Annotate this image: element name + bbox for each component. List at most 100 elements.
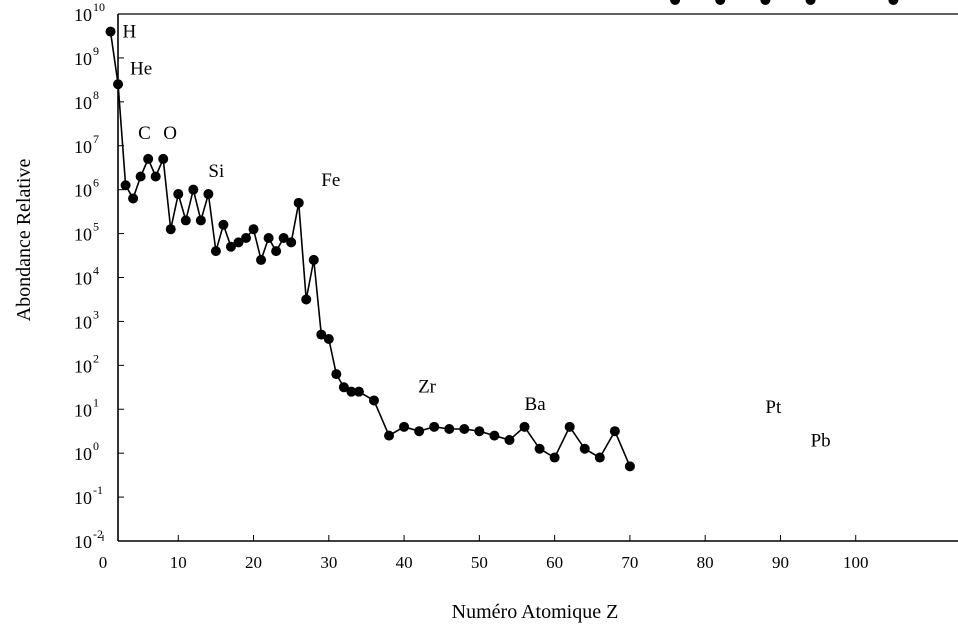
data-point (158, 153, 169, 164)
annotation-o: O (163, 123, 177, 144)
annotation-c: C (138, 123, 151, 144)
data-point (760, 0, 771, 5)
data-point (338, 382, 349, 393)
data-point (414, 426, 425, 437)
data-point (368, 395, 379, 406)
data-point (286, 237, 297, 248)
data-point (624, 461, 635, 472)
axes (117, 13, 958, 542)
x-tick-label: 50 (471, 553, 488, 572)
data-point (474, 426, 485, 437)
x-tick-label: 70 (621, 553, 638, 572)
data-point (323, 333, 334, 344)
data-point (429, 421, 440, 432)
annotation-pb: Pb (811, 430, 831, 451)
y-tick-label-base: 10 (74, 532, 92, 552)
annotation-zr: Zr (418, 376, 437, 397)
data-point (225, 241, 236, 252)
y-tick-label-base: 10 (74, 269, 92, 289)
data-point (504, 434, 515, 445)
data-point (316, 329, 327, 340)
data-point (278, 232, 289, 243)
y-tick-label-exponent: 9 (93, 44, 99, 58)
data-point (128, 193, 139, 204)
x-axis-label: Numéro Atomique Z (452, 601, 619, 623)
x-tick-label: 0 (99, 553, 108, 572)
y-tick-label-base: 10 (74, 312, 92, 332)
data-point (594, 452, 605, 463)
annotation-pt: Pt (765, 397, 782, 418)
y-axis-label: Abondance Relative (13, 159, 35, 322)
y-tick-label-exponent: 3 (93, 307, 99, 321)
x-axis-ticks: 0 10 20 30 40 50 60 70 80 90 100 (99, 535, 868, 572)
y-tick-label-base: 10 (74, 5, 92, 25)
annotation-ba: Ba (525, 394, 547, 415)
y-tick-label-base: 10 (74, 181, 92, 201)
data-point (564, 421, 575, 432)
data-point (180, 215, 191, 226)
y-tick-label-base: 10 (74, 400, 92, 420)
y-tick-label-exponent: -1 (93, 483, 103, 497)
data-point (135, 171, 146, 182)
y-tick-label-base: 10 (74, 93, 92, 113)
data-point (888, 0, 899, 5)
data-point (301, 294, 312, 305)
data-point (459, 424, 470, 435)
y-tick-label-exponent: 8 (93, 88, 99, 102)
data-point (150, 171, 161, 182)
y-tick-label-exponent: 1 (93, 395, 99, 409)
x-tick-label: 90 (772, 553, 789, 572)
data-point (519, 421, 530, 432)
annotation-fe: Fe (321, 170, 340, 191)
annotation-si: Si (208, 161, 224, 182)
annotation-h: H (123, 22, 137, 43)
data-point (143, 153, 154, 164)
data-point (609, 426, 620, 437)
y-tick-label-base: 10 (74, 444, 92, 464)
data-point (346, 386, 357, 397)
data-point (241, 232, 252, 243)
data-point (715, 0, 726, 5)
data-point (293, 197, 304, 208)
y-tick-label-exponent: -2 (93, 527, 103, 541)
data-point (233, 237, 244, 248)
series-group (105, 0, 899, 472)
data-point (444, 424, 455, 435)
data-point (670, 0, 681, 5)
data-point (331, 369, 342, 380)
data-point (308, 254, 319, 265)
data-point (113, 79, 124, 90)
data-point (549, 452, 560, 463)
data-point (165, 224, 176, 235)
y-tick-label-exponent: 10 (93, 0, 105, 14)
y-tick-label-exponent: 0 (93, 439, 99, 453)
data-point (218, 219, 229, 230)
y-tick-label-base: 10 (74, 137, 92, 157)
data-point (120, 180, 131, 191)
y-tick-label-exponent: 5 (93, 220, 99, 234)
data-point (353, 386, 364, 397)
x-tick-label: 80 (697, 553, 714, 572)
y-tick-label-exponent: 7 (93, 132, 99, 146)
data-point (256, 254, 267, 265)
y-tick-label-base: 10 (74, 356, 92, 376)
data-point (489, 430, 500, 441)
x-tick-label: 10 (170, 553, 187, 572)
data-point (173, 189, 184, 200)
data-point (399, 421, 410, 432)
x-tick-label: 40 (396, 553, 413, 572)
data-point (203, 189, 214, 200)
series-line (109, 31, 631, 467)
x-tick-label: 30 (320, 553, 337, 572)
data-point (210, 246, 221, 257)
y-tick-label-base: 10 (74, 488, 92, 508)
data-point (384, 430, 395, 441)
data-point (195, 215, 206, 226)
data-point (263, 232, 274, 243)
data-point (534, 443, 545, 454)
y-tick-label-base: 10 (74, 49, 92, 69)
y-tick-label-exponent: 4 (93, 264, 99, 278)
y-tick-label-exponent: 2 (93, 351, 99, 365)
